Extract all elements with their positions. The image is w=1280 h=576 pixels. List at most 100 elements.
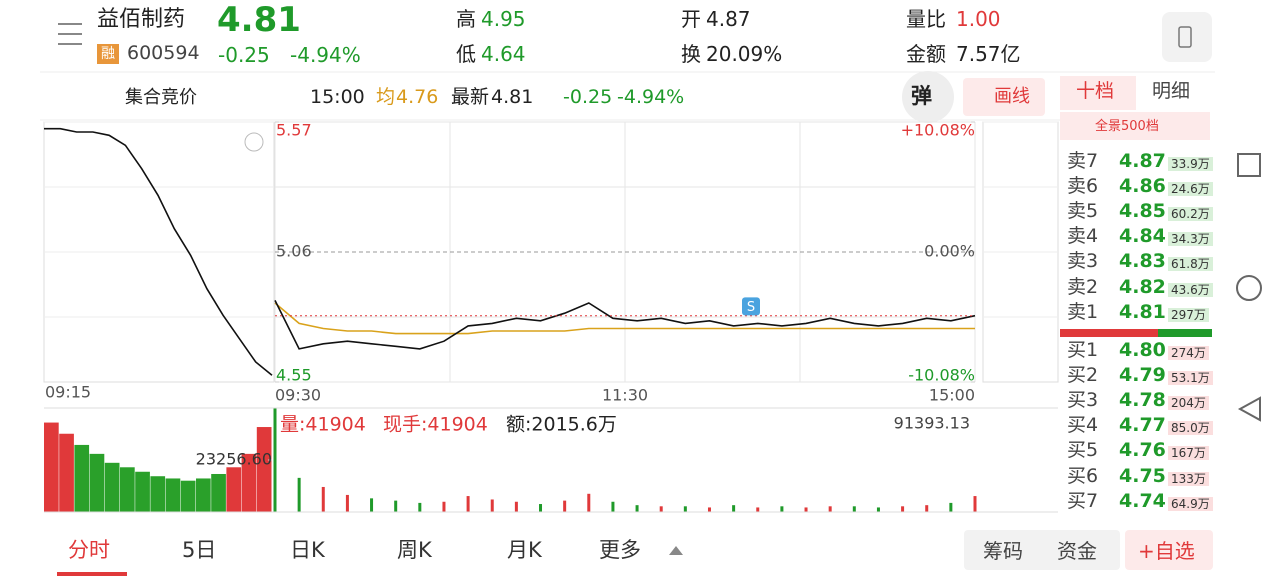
stat-value: 1.00: [956, 7, 1001, 31]
book-price: 4.82: [1119, 275, 1166, 298]
y-tick-label: 5.06: [276, 242, 312, 261]
badge: 融: [97, 44, 119, 64]
auction-volume-bar: [256, 427, 272, 512]
book-volume: 274万: [1168, 346, 1209, 360]
change: -0.25: [218, 43, 270, 67]
bottom-button[interactable]: 资金: [1057, 539, 1097, 563]
book-price: 4.87: [1119, 150, 1166, 172]
y-tick-label: 4.55: [276, 366, 312, 385]
stat-label: 金额: [906, 42, 946, 66]
volume-bar: [804, 507, 808, 512]
bottom-tab[interactable]: 日K: [290, 538, 325, 562]
volume-info: 额:2015.6万: [506, 414, 617, 436]
nav-recent[interactable]: [1237, 153, 1261, 177]
book-label: 买4: [1067, 414, 1099, 437]
nav-home[interactable]: [1236, 275, 1262, 301]
stat-value: 20.09%: [706, 42, 783, 66]
tab-detail[interactable]: 明细: [1152, 80, 1191, 102]
latest-label: 最新: [451, 86, 490, 108]
volume-bar: [756, 507, 760, 512]
book-split-buy: [1158, 329, 1212, 337]
book-price: 4.80: [1119, 339, 1166, 361]
avg-line: [274, 302, 975, 335]
book-label: 卖3: [1067, 250, 1099, 273]
avg-value: 4.76: [396, 86, 439, 108]
bottom-tab[interactable]: 周K: [397, 538, 432, 562]
menu-icon[interactable]: [58, 23, 82, 45]
stat-label: 开: [681, 7, 701, 31]
volume-bar: [514, 501, 518, 512]
volume-bar: [901, 506, 905, 512]
popup-button[interactable]: [902, 71, 954, 123]
help-icon[interactable]: [244, 132, 264, 152]
volume-bar: [273, 408, 277, 512]
volume-bar: [949, 502, 953, 512]
volume-bar: [732, 505, 736, 512]
x-tick-label: 09:15: [45, 383, 91, 402]
bottom-tab[interactable]: 更多: [599, 538, 641, 562]
auction-volume-bar: [120, 467, 135, 512]
bottom-buttons-bg: [964, 530, 1120, 570]
book-split-sell: [1060, 329, 1158, 337]
stock-code: 600594: [127, 42, 200, 64]
stat-label: 低: [456, 42, 476, 66]
volume-bar: [659, 506, 663, 512]
x-tick-label: 11:30: [602, 386, 648, 405]
book-label: 买1: [1067, 339, 1099, 361]
book-price: 4.78: [1119, 389, 1166, 412]
draw-button[interactable]: [963, 78, 1045, 116]
book-label: 卖2: [1067, 275, 1099, 298]
volume-bar: [587, 493, 591, 512]
x-tick-label: 09:30: [275, 386, 321, 405]
auction-volume-bar: [89, 453, 105, 512]
watch-button-bg[interactable]: [1125, 530, 1213, 570]
stat-value: 4.64: [481, 42, 526, 66]
bottom-button[interactable]: 筹码: [983, 539, 1023, 563]
latest-value: 4.81: [491, 86, 534, 108]
panorama-bg: [1060, 112, 1210, 140]
avg-label: 均: [376, 86, 396, 108]
bottom-tab[interactable]: 月K: [507, 538, 542, 562]
y2-tick-label: +10.08%: [901, 121, 975, 140]
book-volume: 34.3万: [1168, 232, 1213, 247]
book-label: 买2: [1067, 364, 1099, 387]
auction-volume-bar: [135, 471, 150, 512]
tab-active-bg: [1060, 76, 1136, 110]
tab-underline: [57, 572, 127, 576]
book-label: 买5: [1067, 439, 1099, 462]
nav-back[interactable]: [1237, 396, 1261, 422]
bottom-tab[interactable]: 5日: [182, 538, 217, 562]
popup-text[interactable]: 弹: [911, 84, 932, 108]
stat-label: 量比: [906, 7, 946, 31]
phone-button[interactable]: [1162, 12, 1212, 62]
book-price: 4.81: [1119, 300, 1166, 323]
volume-info: 量:41904: [280, 414, 366, 436]
bottom-button[interactable]: +自选: [1138, 539, 1195, 563]
volume-bar: [780, 506, 784, 512]
book-price: 4.76: [1119, 439, 1166, 462]
auction-volume-bar: [196, 478, 211, 512]
draw-text[interactable]: 画线: [994, 86, 1030, 107]
volume-bar: [442, 501, 446, 512]
y2-tick-label: 0.00%: [924, 242, 975, 261]
more-arrow[interactable]: [669, 546, 683, 555]
volume-bar: [370, 498, 374, 512]
stat-value: 4.87: [706, 7, 751, 31]
book-price: 4.85: [1119, 200, 1166, 223]
panorama[interactable]: 全景500档: [1095, 119, 1159, 134]
signal: S: [747, 300, 755, 315]
bottom-tab[interactable]: 分时: [68, 538, 110, 562]
auction-volume-bar: [150, 476, 166, 512]
book-label: 卖7: [1067, 150, 1099, 172]
y2-tick-label: -10.08%: [908, 366, 975, 385]
book-volume: 133万: [1168, 471, 1209, 486]
volume-bar: [852, 506, 856, 512]
auction-volume-bar: [211, 473, 226, 512]
tab-ten[interactable]: 十档: [1076, 80, 1115, 102]
book-volume: 297万: [1168, 307, 1209, 322]
book-price: 4.75: [1119, 464, 1166, 487]
auction-volume-bar: [226, 467, 242, 512]
auction-line: [44, 127, 273, 376]
volume-bar: [418, 502, 422, 512]
